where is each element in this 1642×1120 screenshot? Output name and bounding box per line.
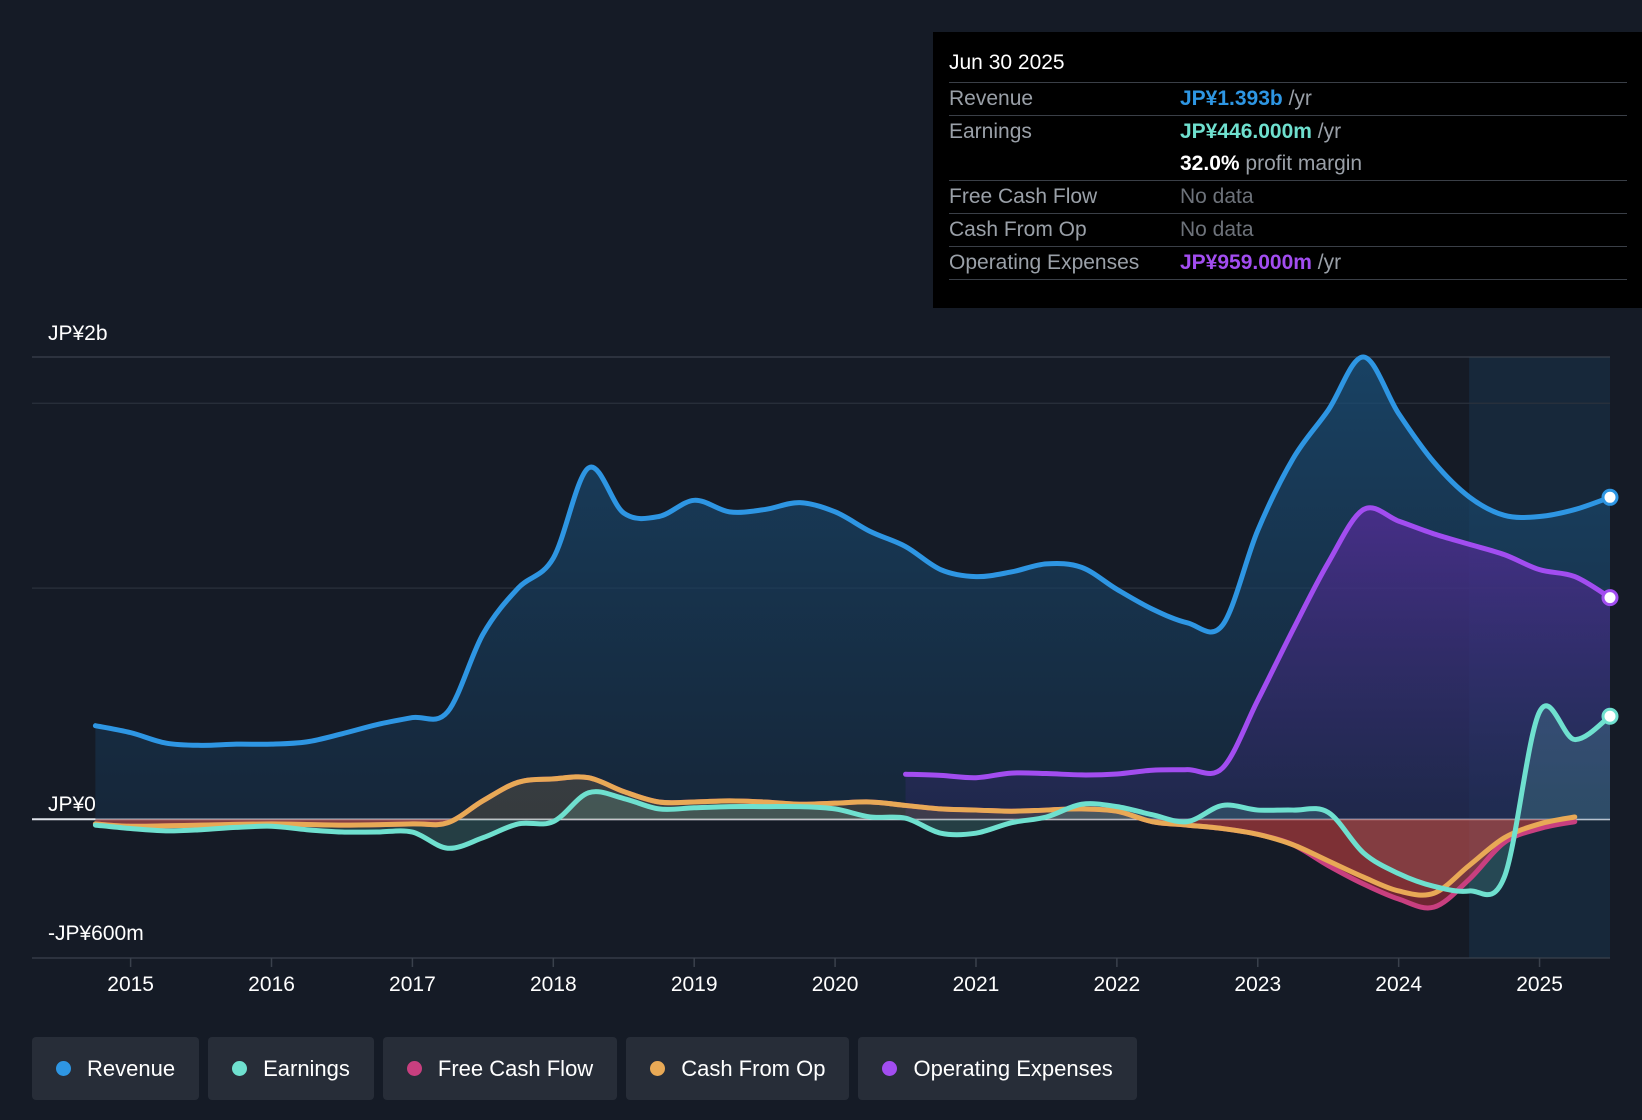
- tooltip-value: No data: [1180, 185, 1254, 208]
- legend-label: Earnings: [263, 1055, 350, 1081]
- legend-item-free-cash-flow[interactable]: Free Cash Flow: [382, 1037, 618, 1100]
- unit: /yr: [1317, 251, 1342, 274]
- revenue-end-marker: [1601, 488, 1619, 506]
- tooltip-row-cfo: Cash From Op No data: [949, 213, 1627, 246]
- spacer: [949, 148, 1180, 180]
- tooltip-row-revenue: Revenue JP¥1.393b /yr: [949, 82, 1627, 115]
- x-tick-label: 2016: [248, 973, 295, 996]
- revenue-value: JP¥1.393b: [1180, 87, 1283, 110]
- tooltip-label: Free Cash Flow: [949, 185, 1098, 208]
- chart: JP¥2b JP¥0 -JP¥600m 2015 2016 2017 2018 2019…: [32, 322, 1619, 996]
- x-tick-label: 2024: [1375, 973, 1422, 996]
- tooltip-label: Earnings: [949, 120, 1032, 143]
- earnings-value: JP¥446.000m: [1180, 120, 1312, 143]
- tooltip-label: Cash From Op: [949, 218, 1087, 241]
- legend: Revenue Earnings Free Cash Flow Cash Fro…: [32, 1037, 1137, 1100]
- revenue-line: [92, 354, 1613, 748]
- x-tick-label: 2021: [953, 973, 1000, 996]
- y-axis-zero-label: JP¥0: [48, 793, 96, 816]
- tooltip-value: JP¥1.393b /yr: [1180, 83, 1312, 115]
- tooltip-label: Revenue: [949, 87, 1034, 110]
- tooltip-row-margin: 32.0% profit margin: [949, 148, 1627, 180]
- unit: /yr: [1288, 87, 1312, 110]
- tooltip-date: Jun 30 2025: [949, 51, 1065, 74]
- legend-item-operating-expenses[interactable]: Operating Expenses: [858, 1037, 1137, 1100]
- legend-label: Operating Expenses: [913, 1055, 1113, 1081]
- cfo-line: [92, 774, 1578, 898]
- tooltip-label: Operating Expenses: [949, 251, 1140, 274]
- earnings-end-marker: [1601, 707, 1619, 725]
- cfo-dot-icon: [650, 1061, 666, 1076]
- tooltip-row-opex: Operating Expenses JP¥959.000m /yr: [949, 246, 1627, 279]
- x-tick-label: 2015: [107, 973, 154, 996]
- fcf-dot-icon: [406, 1061, 422, 1076]
- x-tick-label: 2019: [671, 973, 718, 996]
- opex-line: [903, 505, 1613, 781]
- opex-end-marker: [1601, 589, 1619, 607]
- revenue-area: [95, 356, 1611, 820]
- tooltip-value: No data: [1180, 218, 1254, 241]
- x-tick-label: 2023: [1234, 973, 1281, 996]
- revenue-dot-icon: [56, 1061, 71, 1076]
- margin-value: 32.0%: [1180, 152, 1240, 175]
- fcf-negative-area: [95, 819, 1575, 908]
- legend-item-cash-from-op[interactable]: Cash From Op: [626, 1037, 850, 1100]
- tooltip-value: JP¥446.000m /yr: [1180, 116, 1341, 148]
- tooltip-row-earnings: Earnings JP¥446.000m /yr: [949, 115, 1627, 148]
- tooltip-divider: [949, 279, 1627, 280]
- x-tick-label: 2017: [389, 973, 436, 996]
- y-axis-bottom-label: -JP¥600m: [48, 922, 144, 945]
- legend-label: Cash From Op: [681, 1055, 826, 1081]
- x-tick-label: 2018: [530, 973, 577, 996]
- y-axis-top-label: JP¥2b: [48, 322, 108, 345]
- tooltip: Jun 30 2025 Revenue JP¥1.393b /yr Earnin…: [933, 32, 1642, 308]
- legend-item-earnings[interactable]: Earnings: [208, 1037, 374, 1100]
- x-tick-label: 2025: [1516, 973, 1563, 996]
- opex-area: [905, 507, 1610, 820]
- legend-item-revenue[interactable]: Revenue: [32, 1037, 200, 1100]
- tooltip-value: 32.0% profit margin: [1180, 148, 1362, 180]
- tooltip-row-fcf: Free Cash Flow No data: [949, 180, 1627, 213]
- unit: /yr: [1317, 120, 1342, 143]
- tooltip-value: JP¥959.000m /yr: [1180, 247, 1341, 279]
- margin-text: profit margin: [1245, 152, 1363, 175]
- opex-value: JP¥959.000m: [1180, 251, 1312, 274]
- opex-dot-icon: [882, 1061, 898, 1076]
- legend-label: Free Cash Flow: [437, 1055, 594, 1081]
- x-tick-label: 2020: [812, 973, 859, 996]
- earnings-dot-icon: [232, 1061, 248, 1076]
- legend-label: Revenue: [87, 1055, 176, 1081]
- earnings-line: [92, 703, 1613, 898]
- x-tick-label: 2022: [1094, 973, 1141, 996]
